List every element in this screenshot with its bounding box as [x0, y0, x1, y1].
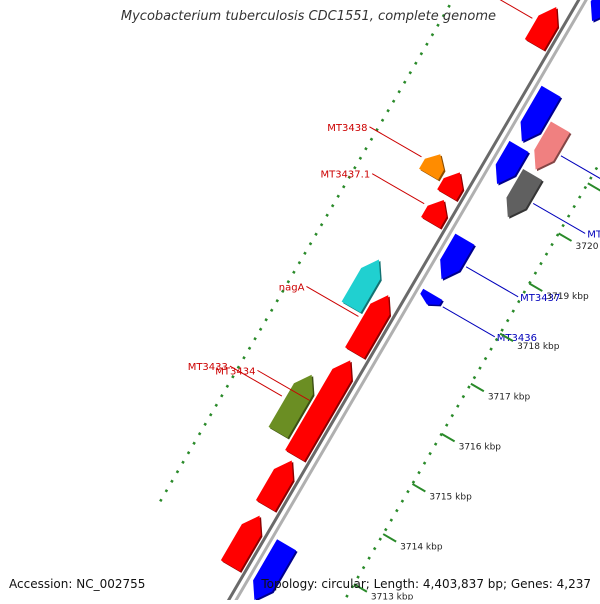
gene-feature-mt3441[interactable]	[524, 7, 560, 52]
scale-tick: 3720 kbp	[558, 232, 600, 252]
gene-arrow[interactable]	[590, 0, 600, 22]
gene-arrow[interactable]	[345, 295, 390, 359]
gene-arrow[interactable]	[253, 539, 297, 600]
scale-tick: 3717 kbp	[470, 382, 531, 402]
gene-feature-mt3438[interactable]	[419, 154, 446, 182]
gene-label: MT3436	[497, 333, 537, 344]
gene-arrow[interactable]	[524, 7, 558, 51]
gene-feature-11[interactable]	[253, 539, 298, 602]
scale-tick-label: 3718 kbp	[517, 342, 560, 352]
gene-feature-mt3433[interactable]	[268, 374, 315, 440]
label-leader	[371, 173, 425, 205]
genome-title: Mycobacterium tuberculosis CDC1551, comp…	[120, 9, 496, 24]
scale-tick-label: 3714 kbp	[400, 543, 443, 553]
gene-feature-mt3436[interactable]	[420, 288, 444, 307]
gene-label: nagA	[279, 282, 305, 293]
gene-feature-1[interactable]	[255, 460, 295, 513]
scale-tick-label: 3717 kbp	[488, 392, 531, 402]
scale-tick-mark	[353, 583, 368, 593]
scale-tick-label: 3715 kbp	[429, 493, 472, 503]
scale-tick-mark	[470, 382, 485, 393]
scale-tick-label: 3713 kbp	[371, 593, 414, 600]
gene-feature-naga[interactable]	[345, 295, 392, 360]
label-leader	[442, 306, 496, 338]
accession-text: Accession: NC_002755	[9, 577, 146, 591]
scale-tick-label: 3719 kbp	[546, 292, 589, 302]
scale-tick-mark	[441, 432, 456, 443]
gene-label: MT3434	[215, 366, 255, 377]
scale-tick: 3719 kbp	[528, 282, 589, 302]
label-leader	[499, 0, 533, 19]
gene-arrow[interactable]	[440, 233, 475, 280]
scale-tick-mark	[528, 282, 543, 292]
gene-arrow[interactable]	[220, 515, 261, 572]
gene-label: MT3439	[587, 229, 600, 240]
scale-tick-mark	[499, 332, 514, 343]
gene-arrow[interactable]	[495, 140, 529, 185]
scale-ticks: 3713 kbp 3714 kbp 3715 kbp 3716 kbp 3717 kbp…	[353, 182, 600, 603]
scale-tick: 3713 kbp	[353, 583, 414, 603]
scale-tick-mark	[587, 182, 600, 192]
scale-tick-label: 3716 kbp	[459, 442, 502, 452]
label-leader	[465, 266, 519, 298]
dotted-track	[159, 0, 455, 503]
gene-label: MT3437	[520, 293, 560, 304]
backbone-line	[224, 0, 581, 604]
scale-tick-mark	[382, 533, 397, 543]
backbone-line	[232, 0, 588, 604]
gene-labels: MT3434nagAMT3437.1MT3441MT3433MT3438MT34…	[188, 0, 600, 401]
backbone	[224, 0, 588, 604]
gene-arrow[interactable]	[419, 154, 444, 180]
gene-arrow[interactable]	[534, 121, 570, 170]
gene-arrow[interactable]	[437, 172, 463, 201]
scale-tick: 3721 kbp	[587, 182, 600, 192]
gene-label: MT3438	[327, 123, 367, 134]
label-leader	[306, 286, 359, 317]
label-leader	[257, 369, 310, 401]
gene-feature-mt3437[interactable]	[440, 233, 476, 281]
label-leader	[229, 365, 283, 397]
gene-arrow[interactable]	[506, 169, 543, 218]
scale-tick-mark	[411, 483, 426, 493]
gene-feature-15[interactable]	[520, 85, 563, 143]
gene-feature-16[interactable]	[590, 0, 600, 23]
gene-feature-trps[interactable]	[534, 121, 572, 172]
gene-feature-5[interactable]	[437, 172, 465, 203]
gene-feature-14[interactable]	[495, 140, 530, 186]
gene-arrow[interactable]	[420, 288, 443, 305]
scale-tick-label: 3720 kbp	[576, 242, 600, 252]
scale-tick: 3714 kbp	[382, 533, 443, 553]
gene-arrow[interactable]	[255, 460, 294, 512]
gene-label: MT3437.1	[320, 170, 370, 181]
gene-arrow[interactable]	[285, 360, 352, 462]
gene-feature-mt3434[interactable]	[285, 360, 354, 463]
scale-tick: 3715 kbp	[411, 483, 472, 503]
gene-label: MT3433	[188, 362, 228, 373]
label-leader	[532, 203, 586, 234]
label-leader	[369, 126, 422, 158]
gene-feature-9[interactable]	[341, 259, 382, 315]
scale-tick-mark	[558, 232, 573, 242]
label-leader	[560, 155, 600, 179]
gene-feature-mt3439[interactable]	[506, 169, 544, 219]
gene-arrow[interactable]	[421, 199, 447, 229]
scale-tick: 3718 kbp	[499, 332, 560, 352]
topology-text: Topology: circular; Length: 4,403,837 bp…	[261, 577, 591, 591]
gene-feature-mt3437.1[interactable]	[421, 199, 449, 230]
gene-feature-0[interactable]	[220, 515, 263, 573]
gene-arrow[interactable]	[268, 374, 313, 438]
scale-tick: 3716 kbp	[441, 432, 502, 452]
gene-features	[220, 0, 600, 602]
gene-arrow[interactable]	[341, 259, 381, 313]
gene-arrow[interactable]	[520, 85, 561, 142]
